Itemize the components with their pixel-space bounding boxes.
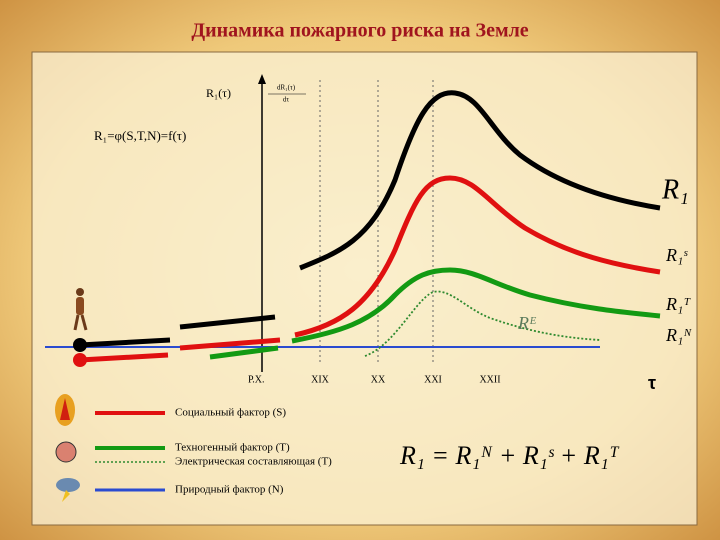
start-dot [73, 338, 87, 352]
icon-natural [56, 478, 80, 502]
legend-label: Природный фактор (N) [175, 484, 284, 496]
fraction-bottom: dτ [283, 96, 290, 104]
human-icon [73, 288, 88, 331]
equation: R₁ = R₁ᴺ + R₁ˢ + R₁ᵀ [399, 441, 620, 470]
period-label: Р.Х. [248, 374, 265, 385]
social-curve [79, 352, 169, 363]
total-curve [179, 314, 276, 330]
legend-label: Техногенный фактор (T) [175, 442, 290, 454]
curve-label: R₁ᴺ [665, 325, 692, 345]
total-curve [299, 90, 661, 271]
social-curve [294, 175, 661, 338]
period-label: XX [371, 374, 386, 385]
technogenic-curve [209, 345, 279, 360]
electric-curve [364, 290, 601, 357]
curve-label: R₁ [661, 174, 689, 205]
legend-label: Социальный фактор (S) [175, 407, 286, 419]
period-label: XXII [479, 374, 500, 385]
icon-technogenic [55, 441, 77, 463]
total-curve [79, 337, 171, 348]
legend-label: Электрическая составляющая (T) [175, 456, 332, 468]
technogenic-curve [291, 267, 661, 344]
title: Динамика пожарного риска на Земле [191, 20, 528, 42]
y-arrow [258, 74, 266, 84]
period-label: XXI [424, 374, 442, 385]
fraction-top: dR₁(τ) [277, 84, 296, 92]
curve-label: Rᴱ [517, 313, 537, 333]
start-dot [73, 353, 87, 367]
curve-label: R₁ᵀ [665, 294, 691, 314]
icon-social [55, 394, 75, 426]
social-curve [179, 337, 281, 351]
period-label: XIX [311, 374, 330, 385]
x-axis-label: τ [648, 373, 656, 393]
formula: R₁=φ(S,T,N)=f(τ) [94, 128, 186, 143]
curve-label: R₁ˢ [665, 245, 688, 265]
y-axis-label: R₁(τ) [206, 86, 231, 100]
